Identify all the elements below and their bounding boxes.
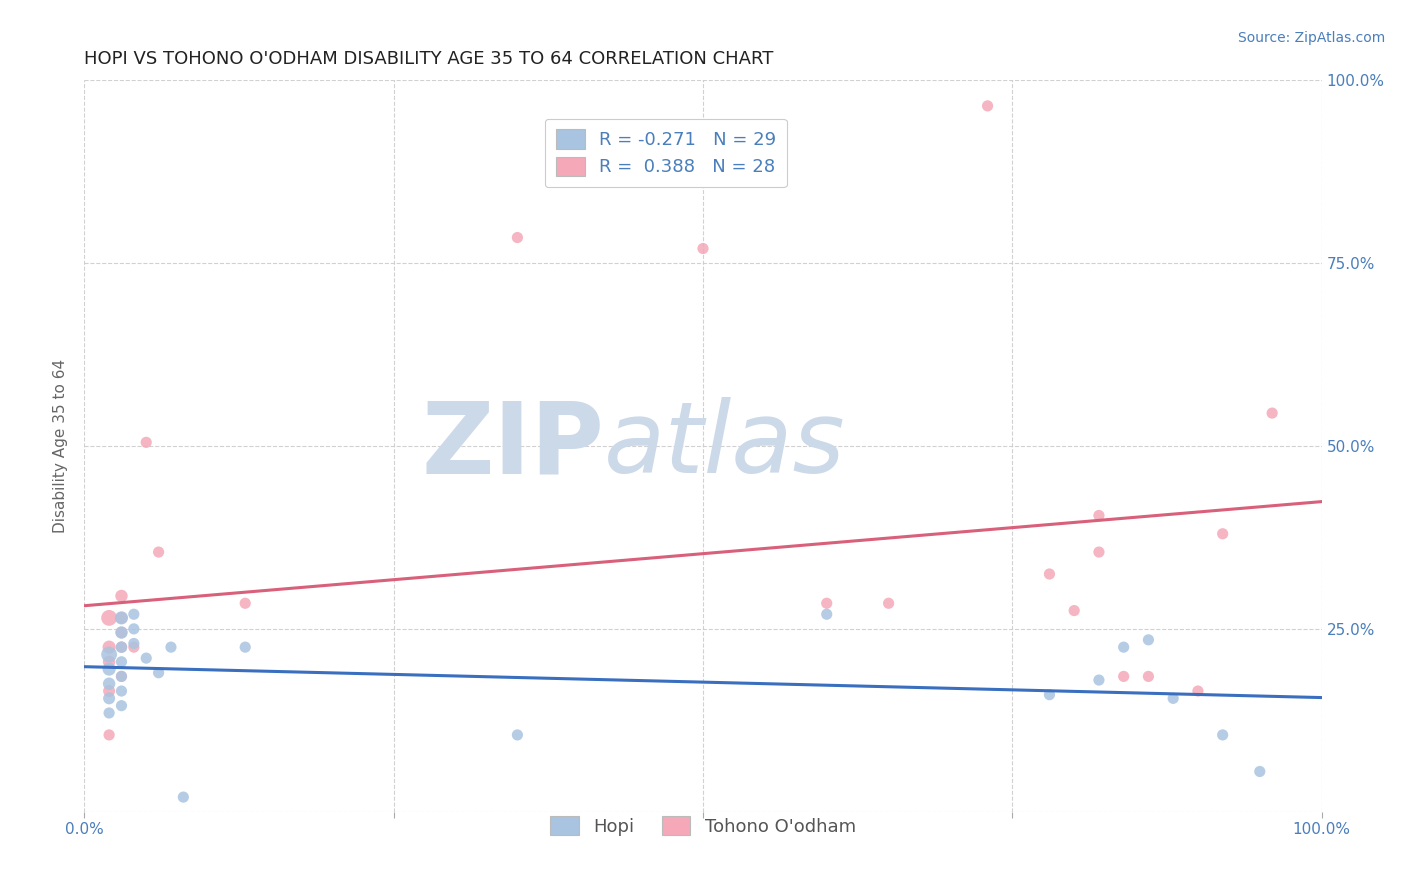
Point: [1212, 728, 1234, 742]
Point: [110, 640, 132, 655]
Point: [1112, 640, 1135, 655]
Point: [1088, 545, 1111, 559]
Point: [122, 636, 145, 650]
Point: [1187, 684, 1209, 698]
Point: [1112, 669, 1135, 683]
Point: [1088, 508, 1111, 523]
Point: [233, 596, 256, 610]
Point: [110, 698, 132, 713]
Point: [122, 622, 145, 636]
Point: [135, 651, 157, 665]
Point: [98, 662, 121, 676]
Point: [110, 655, 132, 669]
Point: [1063, 603, 1085, 617]
Point: [98, 640, 121, 655]
Point: [110, 625, 132, 640]
Point: [1088, 673, 1111, 687]
Point: [172, 790, 194, 805]
Point: [160, 640, 183, 655]
Point: [1137, 632, 1160, 647]
Point: [1212, 526, 1234, 541]
Point: [506, 728, 529, 742]
Point: [98, 676, 121, 690]
Point: [110, 625, 132, 640]
Point: [692, 242, 714, 256]
Point: [110, 640, 132, 655]
Point: [98, 706, 121, 720]
Point: [1249, 764, 1271, 779]
Point: [98, 611, 121, 625]
Text: Source: ZipAtlas.com: Source: ZipAtlas.com: [1237, 31, 1385, 45]
Legend: Hopi, Tohono O'odham: Hopi, Tohono O'odham: [543, 808, 863, 843]
Point: [1161, 691, 1184, 706]
Point: [1261, 406, 1284, 420]
Point: [1038, 567, 1060, 582]
Y-axis label: Disability Age 35 to 64: Disability Age 35 to 64: [53, 359, 69, 533]
Point: [815, 607, 838, 622]
Text: atlas: atlas: [605, 398, 845, 494]
Text: HOPI VS TOHONO O'ODHAM DISABILITY AGE 35 TO 64 CORRELATION CHART: HOPI VS TOHONO O'ODHAM DISABILITY AGE 35…: [84, 50, 773, 68]
Point: [148, 545, 170, 559]
Point: [110, 611, 132, 625]
Point: [122, 640, 145, 655]
Point: [877, 596, 900, 610]
Point: [98, 655, 121, 669]
Point: [98, 691, 121, 706]
Point: [135, 435, 157, 450]
Point: [148, 665, 170, 680]
Point: [110, 669, 132, 683]
Point: [506, 230, 529, 244]
Point: [976, 99, 998, 113]
Point: [1137, 669, 1160, 683]
Point: [110, 669, 132, 683]
Text: ZIP: ZIP: [422, 398, 605, 494]
Point: [815, 596, 838, 610]
Point: [1038, 688, 1060, 702]
Point: [122, 607, 145, 622]
Point: [110, 611, 132, 625]
Point: [110, 589, 132, 603]
Point: [98, 648, 121, 662]
Point: [98, 728, 121, 742]
Point: [110, 684, 132, 698]
Point: [233, 640, 256, 655]
Point: [98, 684, 121, 698]
